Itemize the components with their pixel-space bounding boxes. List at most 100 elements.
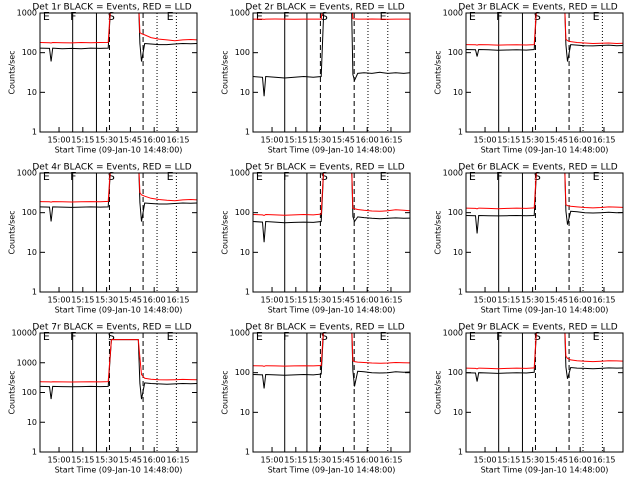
series-line [40, 173, 197, 222]
plot-frame [39, 172, 198, 293]
x-tick-label: 16:15 [166, 456, 189, 465]
y-tick-label: 10 [453, 408, 463, 417]
x-tick-label: 15:45 [119, 456, 142, 465]
series-line [40, 339, 197, 400]
x-axis-label: Start Time (09-Jan-10 14:48:00) [481, 466, 609, 475]
x-tick-label: 15:15 [284, 456, 307, 465]
x-tick-label: 16:00 [569, 456, 592, 465]
x-tick-label: 16:15 [379, 456, 402, 465]
annotation: E [380, 170, 387, 183]
y-tick-label: 1 [458, 288, 463, 297]
annotation: E [469, 330, 476, 343]
y-tick-label: 100 [22, 388, 37, 397]
x-tick-label: 16:15 [166, 136, 189, 145]
x-axis-label: Start Time (09-Jan-10 14:48:00) [55, 146, 183, 155]
x-tick-label: 15:00 [260, 136, 283, 145]
plot-frame [252, 172, 411, 293]
y-tick-label: 1 [32, 288, 37, 297]
x-tick-label: 15:30 [521, 296, 544, 305]
x-tick-label: 16:15 [379, 136, 402, 145]
annotation: F [70, 330, 76, 343]
x-tick-label: 15:15 [497, 456, 520, 465]
y-tick-label: 1000 [443, 9, 463, 18]
x-tick-label: 15:00 [260, 296, 283, 305]
x-tick-label: 15:45 [545, 296, 568, 305]
y-tick-label: 1 [245, 288, 250, 297]
x-tick-label: 15:15 [497, 136, 520, 145]
chart-title: Det 6r BLACK = Events, RED = LLD [458, 163, 617, 173]
x-tick-label: 15:00 [47, 136, 70, 145]
x-tick-label: 16:15 [592, 456, 615, 465]
chart-title: Det 7r BLACK = Events, RED = LLD [32, 323, 191, 333]
y-tick-label: 10 [240, 88, 250, 97]
y-tick-label: 100 [448, 48, 463, 57]
x-tick-label: 15:30 [308, 136, 331, 145]
y-tick-label: 10 [27, 418, 37, 427]
x-axis-label: Start Time (09-Jan-10 14:48:00) [55, 466, 183, 475]
series-line [253, 13, 410, 20]
annotation: F [283, 330, 289, 343]
annotation: S [321, 170, 328, 183]
x-axis-label: Start Time (09-Jan-10 14:48:00) [481, 146, 609, 155]
x-tick-label: 15:15 [71, 456, 94, 465]
y-tick-label: 10 [240, 408, 250, 417]
y-tick-label: 1 [32, 128, 37, 137]
chart-title: Det 5r BLACK = Events, RED = LLD [245, 163, 404, 173]
x-tick-label: 15:15 [284, 136, 307, 145]
y-axis-label: Counts/sec [221, 370, 230, 414]
annotation: E [380, 10, 387, 23]
y-axis-label: Counts/sec [8, 50, 17, 94]
x-axis-label: Start Time (09-Jan-10 14:48:00) [55, 306, 183, 315]
x-tick-label: 16:00 [356, 456, 379, 465]
annotation: F [283, 170, 289, 183]
annotation: F [496, 330, 502, 343]
y-tick-label: 1000 [230, 329, 250, 338]
y-tick-label: 100 [22, 48, 37, 57]
y-tick-label: 10 [453, 88, 463, 97]
y-axis-label: Counts/sec [434, 210, 443, 254]
plot-frame [252, 332, 411, 453]
y-tick-label: 100 [235, 368, 250, 377]
series-line [466, 333, 623, 370]
y-tick-label: 1 [245, 128, 250, 137]
series-line [466, 13, 623, 62]
annotation: E [256, 10, 263, 23]
x-tick-label: 15:45 [545, 456, 568, 465]
y-axis-label: Counts/sec [434, 370, 443, 414]
plot-frame [39, 12, 198, 133]
series-line [40, 13, 197, 44]
x-tick-label: 15:30 [521, 456, 544, 465]
x-tick-label: 15:00 [260, 456, 283, 465]
x-tick-label: 16:15 [379, 296, 402, 305]
series-line [40, 173, 197, 203]
annotation: F [70, 170, 76, 183]
annotation: S [534, 330, 541, 343]
x-tick-label: 15:30 [95, 136, 118, 145]
y-axis-label: Counts/sec [221, 50, 230, 94]
y-tick-label: 1000 [17, 9, 37, 18]
x-tick-label: 15:00 [473, 136, 496, 145]
x-axis-label: Start Time (09-Jan-10 14:48:00) [481, 306, 609, 315]
series-line [466, 173, 623, 234]
y-tick-label: 100 [235, 48, 250, 57]
plot-frame [465, 172, 624, 293]
series-line [40, 13, 197, 62]
y-tick-label: 1000 [17, 358, 37, 367]
annotation: E [469, 10, 476, 23]
annotation: F [496, 170, 502, 183]
annotation: E [43, 10, 50, 23]
x-tick-label: 15:00 [47, 456, 70, 465]
y-axis-label: Counts/sec [8, 370, 17, 414]
x-tick-label: 15:45 [119, 136, 142, 145]
y-tick-label: 10 [240, 248, 250, 257]
series-line [466, 333, 623, 382]
y-tick-label: 10 [27, 248, 37, 257]
annotation: E [167, 10, 174, 23]
y-tick-label: 10000 [12, 329, 37, 338]
x-tick-label: 16:15 [166, 296, 189, 305]
x-tick-label: 16:00 [569, 296, 592, 305]
x-tick-label: 15:15 [497, 296, 520, 305]
x-tick-label: 16:15 [592, 136, 615, 145]
annotation: S [534, 10, 541, 23]
